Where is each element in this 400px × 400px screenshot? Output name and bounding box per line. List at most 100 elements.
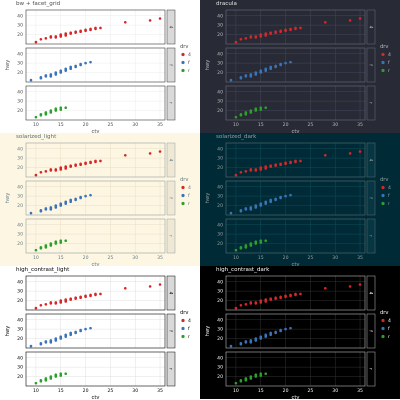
data-point bbox=[44, 244, 48, 247]
legend-label: r bbox=[188, 201, 190, 207]
data-point bbox=[259, 239, 263, 243]
data-point bbox=[269, 331, 272, 335]
y-tick-label: 40 bbox=[17, 279, 23, 285]
facet-strip bbox=[366, 47, 376, 83]
data-point bbox=[29, 211, 33, 215]
data-point bbox=[264, 32, 268, 35]
panel-border bbox=[225, 180, 366, 216]
y-axis-label: hwy bbox=[5, 326, 11, 337]
y-tick-label: 20 bbox=[217, 108, 223, 114]
legend-key bbox=[381, 201, 385, 206]
facet-strip bbox=[166, 180, 176, 216]
data-point bbox=[299, 26, 302, 30]
data-point bbox=[59, 241, 63, 244]
facet-strip-label: r bbox=[168, 235, 174, 237]
chart-svg: 20 30 40 4 20 30 40 f 20 30 40 r 10 15 20 25 30 35 cty hwy d… bbox=[205, 142, 391, 266]
data-point bbox=[84, 294, 87, 298]
facet-panel-f: 20 30 40 f bbox=[17, 180, 176, 216]
x-tick-label: 35 bbox=[357, 255, 363, 261]
y-tick-label: 30 bbox=[17, 365, 23, 371]
data-point bbox=[358, 283, 362, 286]
data-point bbox=[34, 173, 38, 177]
data-point bbox=[64, 239, 68, 243]
data-point bbox=[49, 109, 53, 112]
y-tick-label: 40 bbox=[217, 222, 223, 228]
data-point bbox=[49, 301, 53, 304]
data-point bbox=[229, 211, 233, 215]
facet-strip bbox=[366, 218, 376, 254]
panel-border bbox=[225, 142, 366, 178]
facet-strip-label: 4 bbox=[368, 159, 374, 162]
y-tick-label: 40 bbox=[17, 51, 23, 57]
data-point bbox=[249, 73, 253, 76]
data-point bbox=[74, 296, 77, 300]
data-point bbox=[284, 327, 287, 331]
data-point bbox=[259, 241, 263, 244]
facet-panel-r: 20 30 40 r bbox=[217, 85, 376, 121]
legend-key bbox=[181, 326, 185, 331]
data-point bbox=[289, 60, 292, 64]
facet-strip-label: f bbox=[368, 197, 374, 199]
x-tick-label: 20 bbox=[83, 122, 89, 128]
x-tick-label: 20 bbox=[83, 388, 89, 394]
data-point bbox=[264, 239, 268, 243]
data-point bbox=[274, 197, 277, 201]
facet-strip bbox=[366, 9, 376, 45]
data-point bbox=[229, 344, 233, 348]
data-point bbox=[74, 163, 77, 167]
data-point bbox=[269, 297, 272, 300]
y-tick-label: 20 bbox=[17, 203, 23, 209]
y-tick-label: 30 bbox=[17, 156, 23, 162]
legend-label: r bbox=[388, 68, 390, 74]
y-tick-label: 30 bbox=[17, 61, 23, 67]
data-point bbox=[59, 372, 63, 376]
y-tick-label: 30 bbox=[17, 99, 23, 105]
data-point bbox=[323, 153, 327, 157]
data-point bbox=[54, 301, 58, 304]
facet-strip bbox=[166, 47, 176, 83]
data-point bbox=[29, 344, 33, 348]
y-axis-label: hwy bbox=[205, 193, 211, 204]
x-tick-label: 20 bbox=[283, 122, 289, 128]
x-tick-label: 30 bbox=[132, 255, 138, 261]
data-point bbox=[94, 292, 97, 296]
data-point bbox=[59, 33, 63, 36]
data-point bbox=[59, 335, 63, 338]
data-point bbox=[249, 375, 253, 378]
x-tick-label: 25 bbox=[307, 388, 313, 394]
x-tick-label: 15 bbox=[58, 388, 64, 394]
legend-title: drv bbox=[380, 177, 389, 183]
legend-title: drv bbox=[180, 44, 189, 50]
data-point bbox=[54, 240, 58, 243]
data-point bbox=[264, 67, 268, 71]
chart-cell-solarized-light: 20 30 40 4 20 30 40 f 20 30 40 r 10 15 20 25 30 35 cty hwy d… bbox=[0, 133, 200, 266]
x-tick-label: 30 bbox=[132, 388, 138, 394]
facet-strip-label: f bbox=[168, 197, 174, 199]
y-tick-label: 30 bbox=[17, 327, 23, 333]
legend-label: 4 bbox=[388, 318, 391, 324]
data-point bbox=[254, 168, 258, 171]
x-tick-label: 15 bbox=[258, 122, 264, 128]
data-point bbox=[148, 285, 152, 288]
data-point bbox=[289, 193, 292, 197]
x-tick-label: 10 bbox=[233, 388, 239, 394]
data-point bbox=[234, 306, 238, 310]
x-tick-label: 10 bbox=[33, 255, 39, 261]
y-tick-label: 20 bbox=[217, 298, 223, 304]
data-point bbox=[84, 28, 87, 32]
legend-title: drv bbox=[380, 44, 389, 50]
data-point bbox=[264, 300, 268, 303]
data-point bbox=[259, 168, 263, 171]
data-point bbox=[69, 198, 72, 202]
facet-panel-r: 20 30 40 r bbox=[17, 351, 176, 387]
data-point bbox=[239, 341, 243, 345]
y-tick-label: 30 bbox=[17, 194, 23, 200]
legend-key bbox=[181, 185, 185, 190]
y-tick-label: 40 bbox=[17, 317, 23, 323]
panel-border bbox=[225, 218, 366, 254]
chart-cell-high-contrast-light: 20 30 40 4 20 30 40 f 20 30 40 r 10 15 20 25 30 35 cty hwy d… bbox=[0, 266, 200, 399]
data-point bbox=[49, 341, 53, 344]
data-point bbox=[284, 28, 287, 32]
facet-panel-f: 20 30 40 f bbox=[217, 313, 376, 349]
data-point bbox=[358, 150, 362, 153]
